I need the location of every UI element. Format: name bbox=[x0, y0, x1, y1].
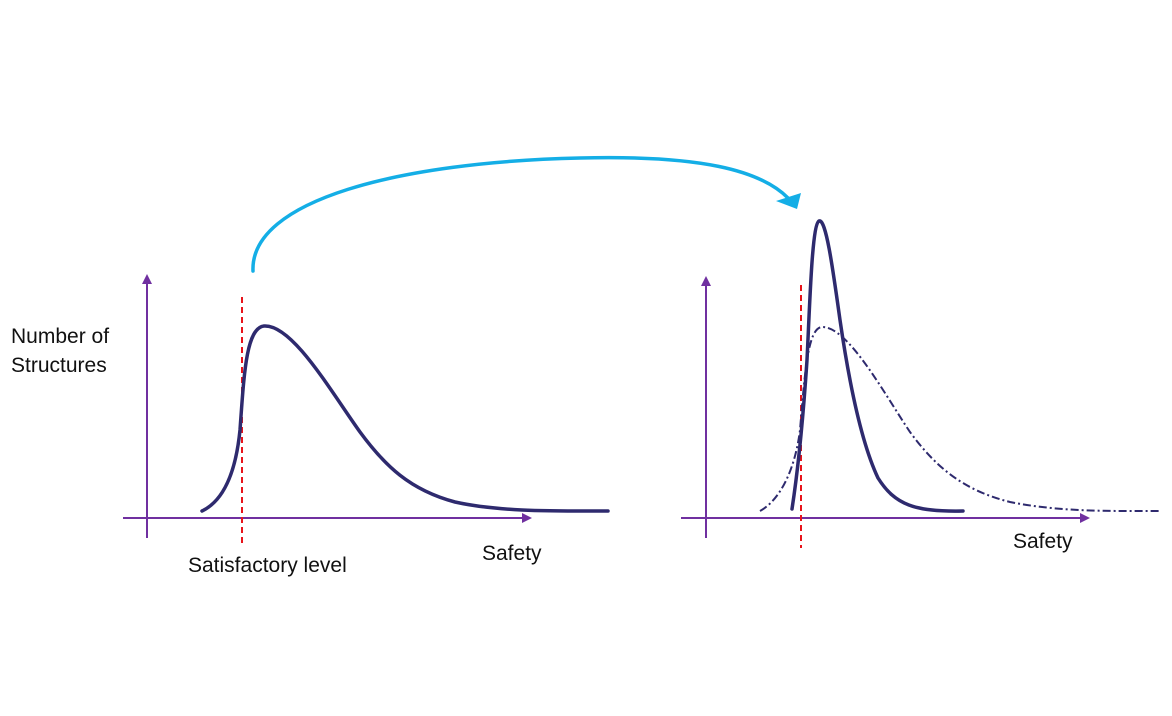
transition-arrow-head bbox=[776, 193, 801, 209]
right-original-distribution-curve bbox=[759, 325, 1161, 513]
right-x-axis-label: Safety bbox=[1013, 530, 1073, 553]
right-panel bbox=[681, 219, 1161, 548]
satisfactory-level-label: Satisfactory level bbox=[188, 554, 347, 577]
y-axis-label-line2: Structures bbox=[11, 354, 107, 377]
y-axis-label-line1: Number of bbox=[11, 325, 110, 348]
transition-arrow-shaft bbox=[251, 155, 790, 273]
left-panel bbox=[123, 274, 610, 545]
transition-arrow bbox=[251, 155, 801, 273]
right-improved-distribution-curve bbox=[790, 219, 965, 513]
left-distribution-curve bbox=[200, 324, 610, 513]
left-x-axis-label: Safety bbox=[482, 542, 542, 565]
